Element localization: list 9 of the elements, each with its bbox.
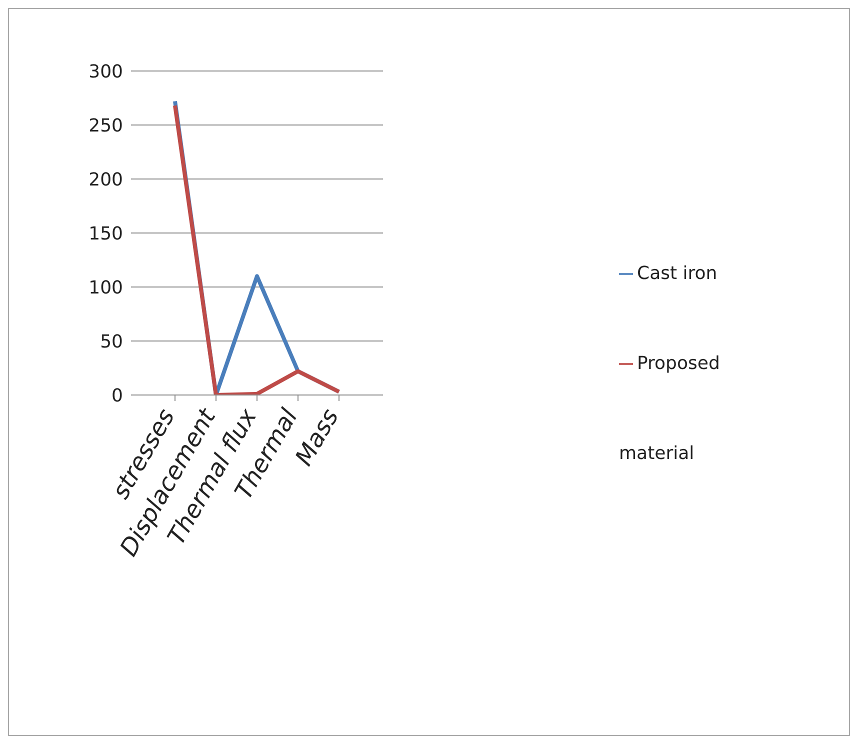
y-tick-label: 0 xyxy=(112,385,123,406)
legend-label: Cast iron xyxy=(637,263,718,284)
y-tick-label: 150 xyxy=(88,223,123,244)
text: Proposed material xyxy=(619,353,720,464)
y-tick-label: 50 xyxy=(100,331,123,352)
y-tick-label: 200 xyxy=(88,169,123,190)
y-tick-label: 100 xyxy=(88,277,123,298)
y-tick-label: 250 xyxy=(88,115,123,136)
y-tick-label: 300 xyxy=(88,61,123,82)
